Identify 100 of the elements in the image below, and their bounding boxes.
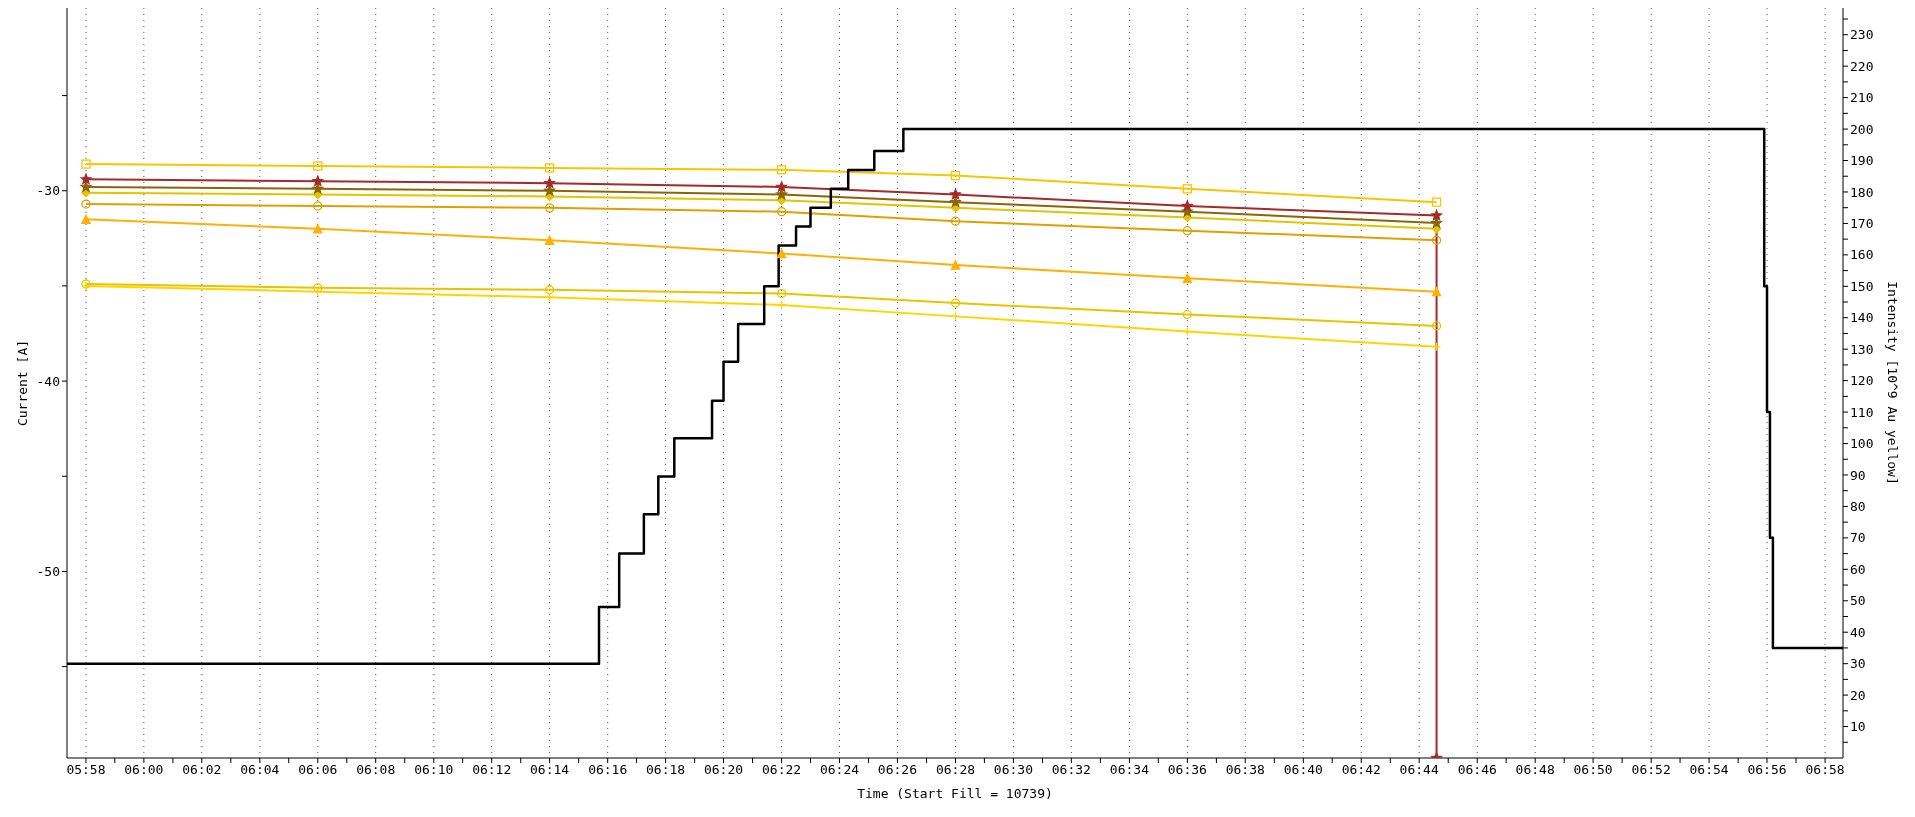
point (950, 170, 961, 181)
x-tick-label: 06:58 (1805, 762, 1845, 778)
x-tick-label: 06:10 (414, 762, 454, 778)
y2-tick-label: 160 (1850, 247, 1874, 263)
x-tick-label: 06:02 (182, 762, 222, 778)
point (544, 235, 555, 245)
x-tick-label: 06:38 (1225, 762, 1265, 778)
y2-tick-label: 60 (1850, 561, 1866, 577)
y-tick-label: -50 (36, 564, 60, 580)
point (776, 207, 787, 217)
y-axis-title: Current [A] (14, 339, 30, 427)
x-tick-label: 06:42 (1341, 762, 1381, 778)
x-tick-label: 05:58 (66, 762, 106, 778)
x-tick-label: 06:34 (1109, 762, 1150, 778)
point (950, 188, 961, 200)
x-axis-title: Time (Start Fill = 10739) (857, 786, 1053, 801)
point (544, 177, 556, 188)
y2-tick-label: 200 (1850, 121, 1874, 137)
point (950, 216, 961, 226)
y2-tick-label: 170 (1850, 216, 1874, 232)
x-tick-label: 06:18 (646, 762, 686, 778)
point (1431, 217, 1442, 228)
x-tick-label: 06:40 (1283, 762, 1323, 778)
x-tick-label: 06:28 (935, 762, 976, 778)
x-tick-label: 06:56 (1747, 762, 1787, 778)
y2-tick-label: 120 (1850, 373, 1874, 389)
y2-tick-label: 150 (1850, 278, 1874, 294)
point (1431, 197, 1442, 207)
point (1431, 209, 1442, 221)
x-tick-label: 06:20 (703, 762, 744, 778)
point (313, 224, 323, 234)
point (776, 165, 787, 175)
y2-tick-label: 130 (1850, 341, 1874, 357)
y2-tick-label: 10 (1850, 719, 1866, 735)
point (81, 199, 91, 209)
x-tick-label: 06:22 (762, 762, 802, 778)
x-tick-label: 06:26 (877, 762, 918, 778)
point (1431, 235, 1442, 245)
x-tick-label: 06:30 (993, 762, 1034, 778)
y2-axis-title: Intensity [10^9 Au yellow] (1885, 281, 1901, 485)
x-tick-label: 06:32 (1051, 762, 1091, 778)
point (950, 260, 961, 270)
point (312, 175, 324, 186)
x-tick-label: 06:16 (588, 762, 628, 778)
y2-tick-label: 80 (1850, 499, 1866, 515)
point (544, 185, 556, 196)
y2-tick-label: 90 (1850, 467, 1866, 483)
x-tick-label: 06:48 (1515, 762, 1555, 778)
point (80, 181, 92, 192)
x-tick-label: 06:08 (356, 762, 396, 778)
point (544, 203, 555, 213)
point (313, 161, 323, 171)
y2-tick-label: 140 (1850, 310, 1874, 326)
point (950, 298, 961, 308)
point (313, 201, 323, 211)
y2-tick-label: 110 (1850, 404, 1874, 420)
point (1182, 226, 1192, 236)
x-tick-label: 06:06 (298, 762, 338, 778)
point (1182, 309, 1192, 320)
y2-tick-label: 50 (1850, 593, 1866, 609)
y2-tick-label: 230 (1850, 27, 1874, 43)
point (81, 214, 91, 224)
point (1431, 286, 1442, 297)
y2-tick-label: 30 (1850, 656, 1866, 672)
point (312, 183, 324, 194)
y2-tick-label: 70 (1850, 530, 1866, 546)
point (776, 181, 788, 192)
point (1431, 321, 1442, 331)
x-tick-label: 06:12 (472, 762, 512, 778)
point (1182, 273, 1192, 283)
y2-tick-label: 100 (1850, 436, 1874, 452)
x-tick-label: 06:00 (124, 762, 164, 778)
point (313, 283, 323, 293)
point (81, 159, 91, 169)
y2-tick-label: 40 (1850, 624, 1866, 640)
point (544, 285, 555, 295)
y2-tick-label: 190 (1850, 153, 1874, 169)
y-tick-label: -40 (36, 373, 60, 389)
y2-tick-label: 220 (1850, 58, 1874, 74)
x-tick-label: 06:52 (1631, 762, 1671, 778)
point (544, 163, 555, 173)
x-tick-label: 06:24 (819, 762, 860, 778)
point (776, 300, 787, 310)
y2-tick-label: 210 (1850, 90, 1874, 106)
point (80, 173, 92, 185)
y-tick-label: -30 (36, 183, 60, 199)
x-tick-label: 06:54 (1689, 762, 1729, 778)
point (1182, 184, 1192, 194)
point (776, 288, 787, 299)
x-tick-label: 06:44 (1399, 762, 1439, 778)
x-tick-label: 06:46 (1457, 762, 1497, 778)
point (950, 196, 961, 207)
point (776, 248, 787, 259)
x-tick-label: 06:50 (1573, 762, 1613, 778)
x-tick-label: 06:04 (240, 762, 280, 778)
y2-tick-label: 180 (1850, 184, 1874, 200)
x-tick-label: 06:36 (1167, 762, 1207, 778)
x-tick-label: 06:14 (530, 762, 570, 778)
y2-tick-label: 20 (1850, 687, 1866, 703)
point (1181, 200, 1193, 211)
